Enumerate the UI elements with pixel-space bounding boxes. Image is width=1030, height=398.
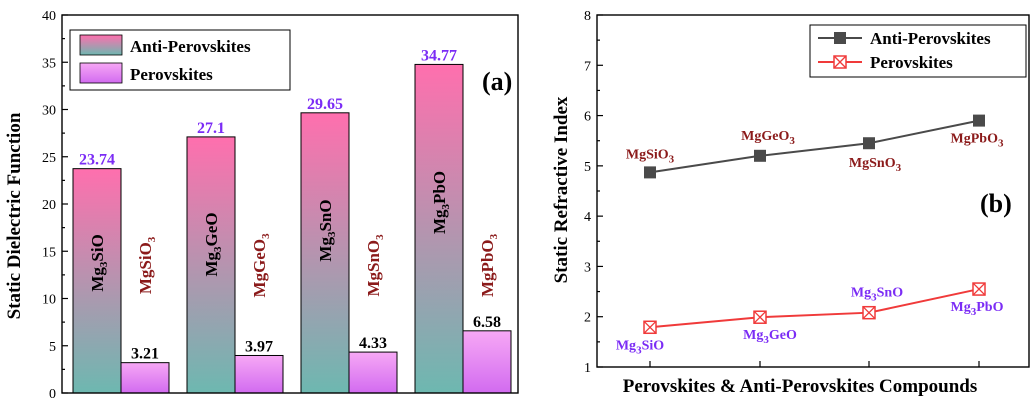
panel-a-y-tick-label: 30 bbox=[42, 104, 56, 119]
line-perovskites bbox=[649, 288, 980, 329]
bar-compound-label-anti: Mg3PbO bbox=[430, 171, 452, 234]
bar-value-label-anti: 23.74 bbox=[79, 152, 115, 169]
bar-value-label-perov: 6.58 bbox=[473, 314, 501, 331]
bar-value-label-perov: 4.33 bbox=[359, 335, 387, 352]
panel-a-y-tick-label: 40 bbox=[42, 9, 56, 24]
panel-b-y-tick-label: 5 bbox=[584, 160, 591, 175]
bar-value-label-perov: 3.21 bbox=[131, 346, 159, 363]
bar-compound-label-perov: MgGeO3 bbox=[250, 233, 272, 298]
legend-label-perovskites-b: Perovskites bbox=[870, 53, 953, 72]
bar-perovskite bbox=[348, 351, 398, 394]
panel-b-y-tick-label: 8 bbox=[584, 9, 591, 24]
bar-perovskite bbox=[462, 330, 512, 394]
panel-a-bars: 23.74 Mg3SiO 3.21 MgSiO3 27.1 Mg3GeO 3.97 MgGeO… bbox=[72, 47, 512, 394]
panel-a-legend: Anti-Perovskites Perovskites bbox=[69, 29, 291, 91]
point-label-perov: Mg3SiO bbox=[616, 338, 664, 356]
panel-b-y-axis-title: Static Refractive Index bbox=[551, 96, 572, 283]
point-perovskite bbox=[862, 305, 876, 320]
point-label-anti: MgSiO3 bbox=[626, 147, 675, 165]
legend-marker-perovskites bbox=[833, 55, 847, 69]
bar-perovskite bbox=[234, 354, 284, 394]
bar-value-label-anti: 27.1 bbox=[197, 120, 225, 137]
point-label-perov: Mg3GeO bbox=[743, 328, 797, 346]
point-label-anti: MgPbO3 bbox=[951, 132, 1004, 150]
panel-a-y-tick-label: 35 bbox=[42, 56, 56, 71]
point-label-perov: Mg3SnO bbox=[851, 286, 903, 304]
panel-b-y-tick-label: 3 bbox=[584, 260, 591, 275]
bar-compound-label-perov: MgSiO3 bbox=[136, 236, 158, 294]
panel-b-y-tick-label: 1 bbox=[584, 361, 591, 376]
panel-b-lines: MgSiO3 MgGeO3 MgSnO3 MgPbO3 Mg3SiO Mg3GeO Mg3S… bbox=[616, 114, 1004, 356]
bar-anti-perovskite bbox=[300, 112, 350, 394]
bar-compound-label-anti: Mg3SiO bbox=[88, 234, 110, 291]
panel-a-bar-chart: 23.74 Mg3SiO 3.21 MgSiO3 27.1 Mg3GeO 3.97 MgGeO… bbox=[4, 9, 519, 398]
panel-a-y-tick-label: 5 bbox=[49, 340, 56, 355]
panel-a-y-tick-label: 25 bbox=[42, 151, 56, 166]
point-anti-perovskite bbox=[973, 114, 985, 127]
panel-a-y-tick-label: 10 bbox=[42, 293, 56, 308]
panel-b-label: (b) bbox=[980, 189, 1012, 218]
point-anti-perovskite bbox=[754, 149, 766, 162]
panel-b-legend: Anti-Perovskites Perovskites bbox=[809, 24, 1027, 78]
panel-a-y-tick-label: 20 bbox=[42, 198, 56, 213]
bar-compound-label-anti: Mg3SnO bbox=[316, 199, 338, 261]
bar-value-label-perov: 3.97 bbox=[245, 338, 273, 355]
panel-b-y-tick-label: 4 bbox=[584, 210, 591, 225]
panel-b-y-tick-label: 2 bbox=[584, 311, 591, 326]
panel-a-y-axis-title: Static Dielectric Function bbox=[4, 112, 25, 319]
point-perovskite bbox=[972, 282, 986, 296]
legend-label-perovskites: Perovskites bbox=[130, 65, 213, 84]
point-label-anti: MgGeO3 bbox=[741, 129, 795, 147]
line-anti-perovskites bbox=[649, 119, 980, 174]
panel-b-axes: 1 2 3 4 5 6 7 8 bbox=[584, 9, 1030, 376]
legend-swatch-perovskites bbox=[79, 62, 123, 84]
point-anti-perovskite bbox=[863, 137, 875, 150]
bar-anti-perovskite bbox=[414, 63, 464, 394]
point-label-anti: MgSnO3 bbox=[849, 156, 902, 174]
bar-value-label-anti: 34.77 bbox=[421, 47, 457, 64]
legend-swatch-anti-perovskites bbox=[79, 34, 123, 56]
panel-a-y-tick-label: 0 bbox=[49, 387, 56, 398]
bar-compound-label-perov: MgSnO3 bbox=[364, 234, 386, 297]
panel-b-y-tick-label: 7 bbox=[584, 59, 591, 74]
bar-compound-label-perov: MgPbO3 bbox=[478, 233, 500, 297]
legend-label-anti-perovskites-b: Anti-Perovskites bbox=[870, 29, 991, 48]
panel-b-x-axis-title: Perovskites & Anti-Perovskites Compounds bbox=[623, 376, 978, 397]
legend-label-anti-perovskites: Anti-Perovskites bbox=[130, 37, 251, 56]
panel-a-label: (a) bbox=[482, 67, 512, 96]
bar-compound-label-anti: Mg3GeO bbox=[202, 212, 224, 276]
bar-perovskite bbox=[120, 362, 170, 394]
bar-anti-perovskite bbox=[186, 136, 236, 394]
point-perovskite bbox=[753, 310, 767, 324]
point-label-perov: Mg3PbO bbox=[951, 300, 1004, 318]
bar-anti-perovskite bbox=[72, 168, 122, 394]
panel-a-axes: 0 5 10 15 20 25 30 35 40 bbox=[42, 9, 519, 398]
bar-value-label-anti: 29.65 bbox=[307, 96, 343, 113]
panel-b-y-tick-label: 6 bbox=[584, 110, 591, 125]
panel-a-y-tick-label: 15 bbox=[42, 245, 56, 260]
point-perovskite bbox=[643, 320, 657, 335]
point-anti-perovskite bbox=[644, 166, 656, 179]
legend-marker-anti-perovskites bbox=[834, 32, 846, 44]
